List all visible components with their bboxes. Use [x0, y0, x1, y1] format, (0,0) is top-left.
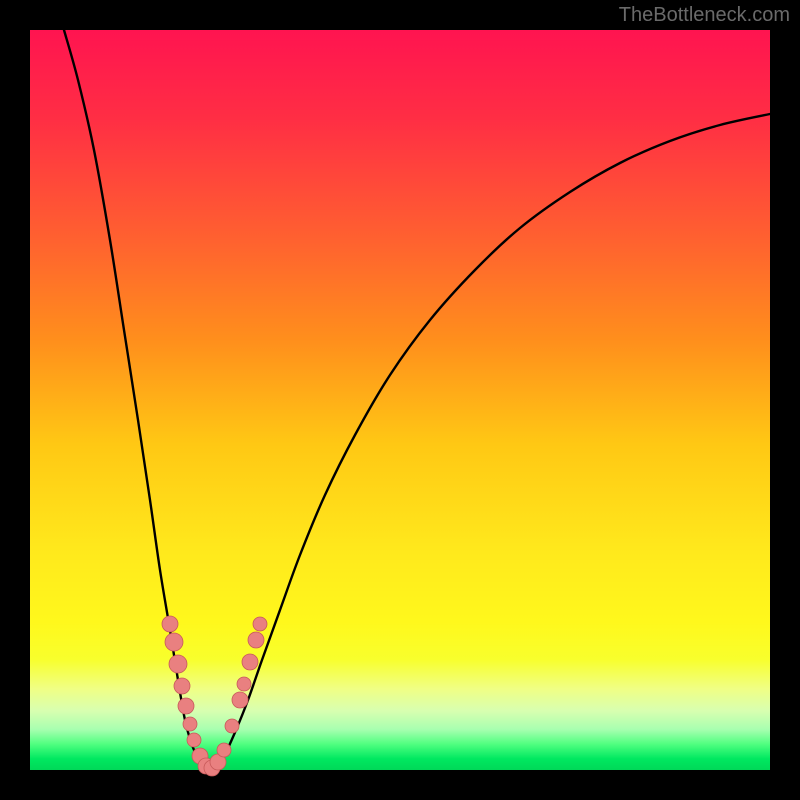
- data-marker: [232, 692, 248, 708]
- data-marker: [162, 616, 178, 632]
- data-marker: [169, 655, 187, 673]
- bottleneck-chart: TheBottleneck.com: [0, 0, 800, 800]
- plot-area: [30, 30, 770, 770]
- data-marker: [237, 677, 251, 691]
- data-marker: [165, 633, 183, 651]
- data-marker: [183, 717, 197, 731]
- data-marker: [187, 733, 201, 747]
- data-marker: [225, 719, 239, 733]
- data-marker: [242, 654, 258, 670]
- data-marker: [217, 743, 231, 757]
- data-marker: [248, 632, 264, 648]
- chart-svg: [0, 0, 800, 800]
- data-marker: [253, 617, 267, 631]
- data-marker: [178, 698, 194, 714]
- data-marker: [174, 678, 190, 694]
